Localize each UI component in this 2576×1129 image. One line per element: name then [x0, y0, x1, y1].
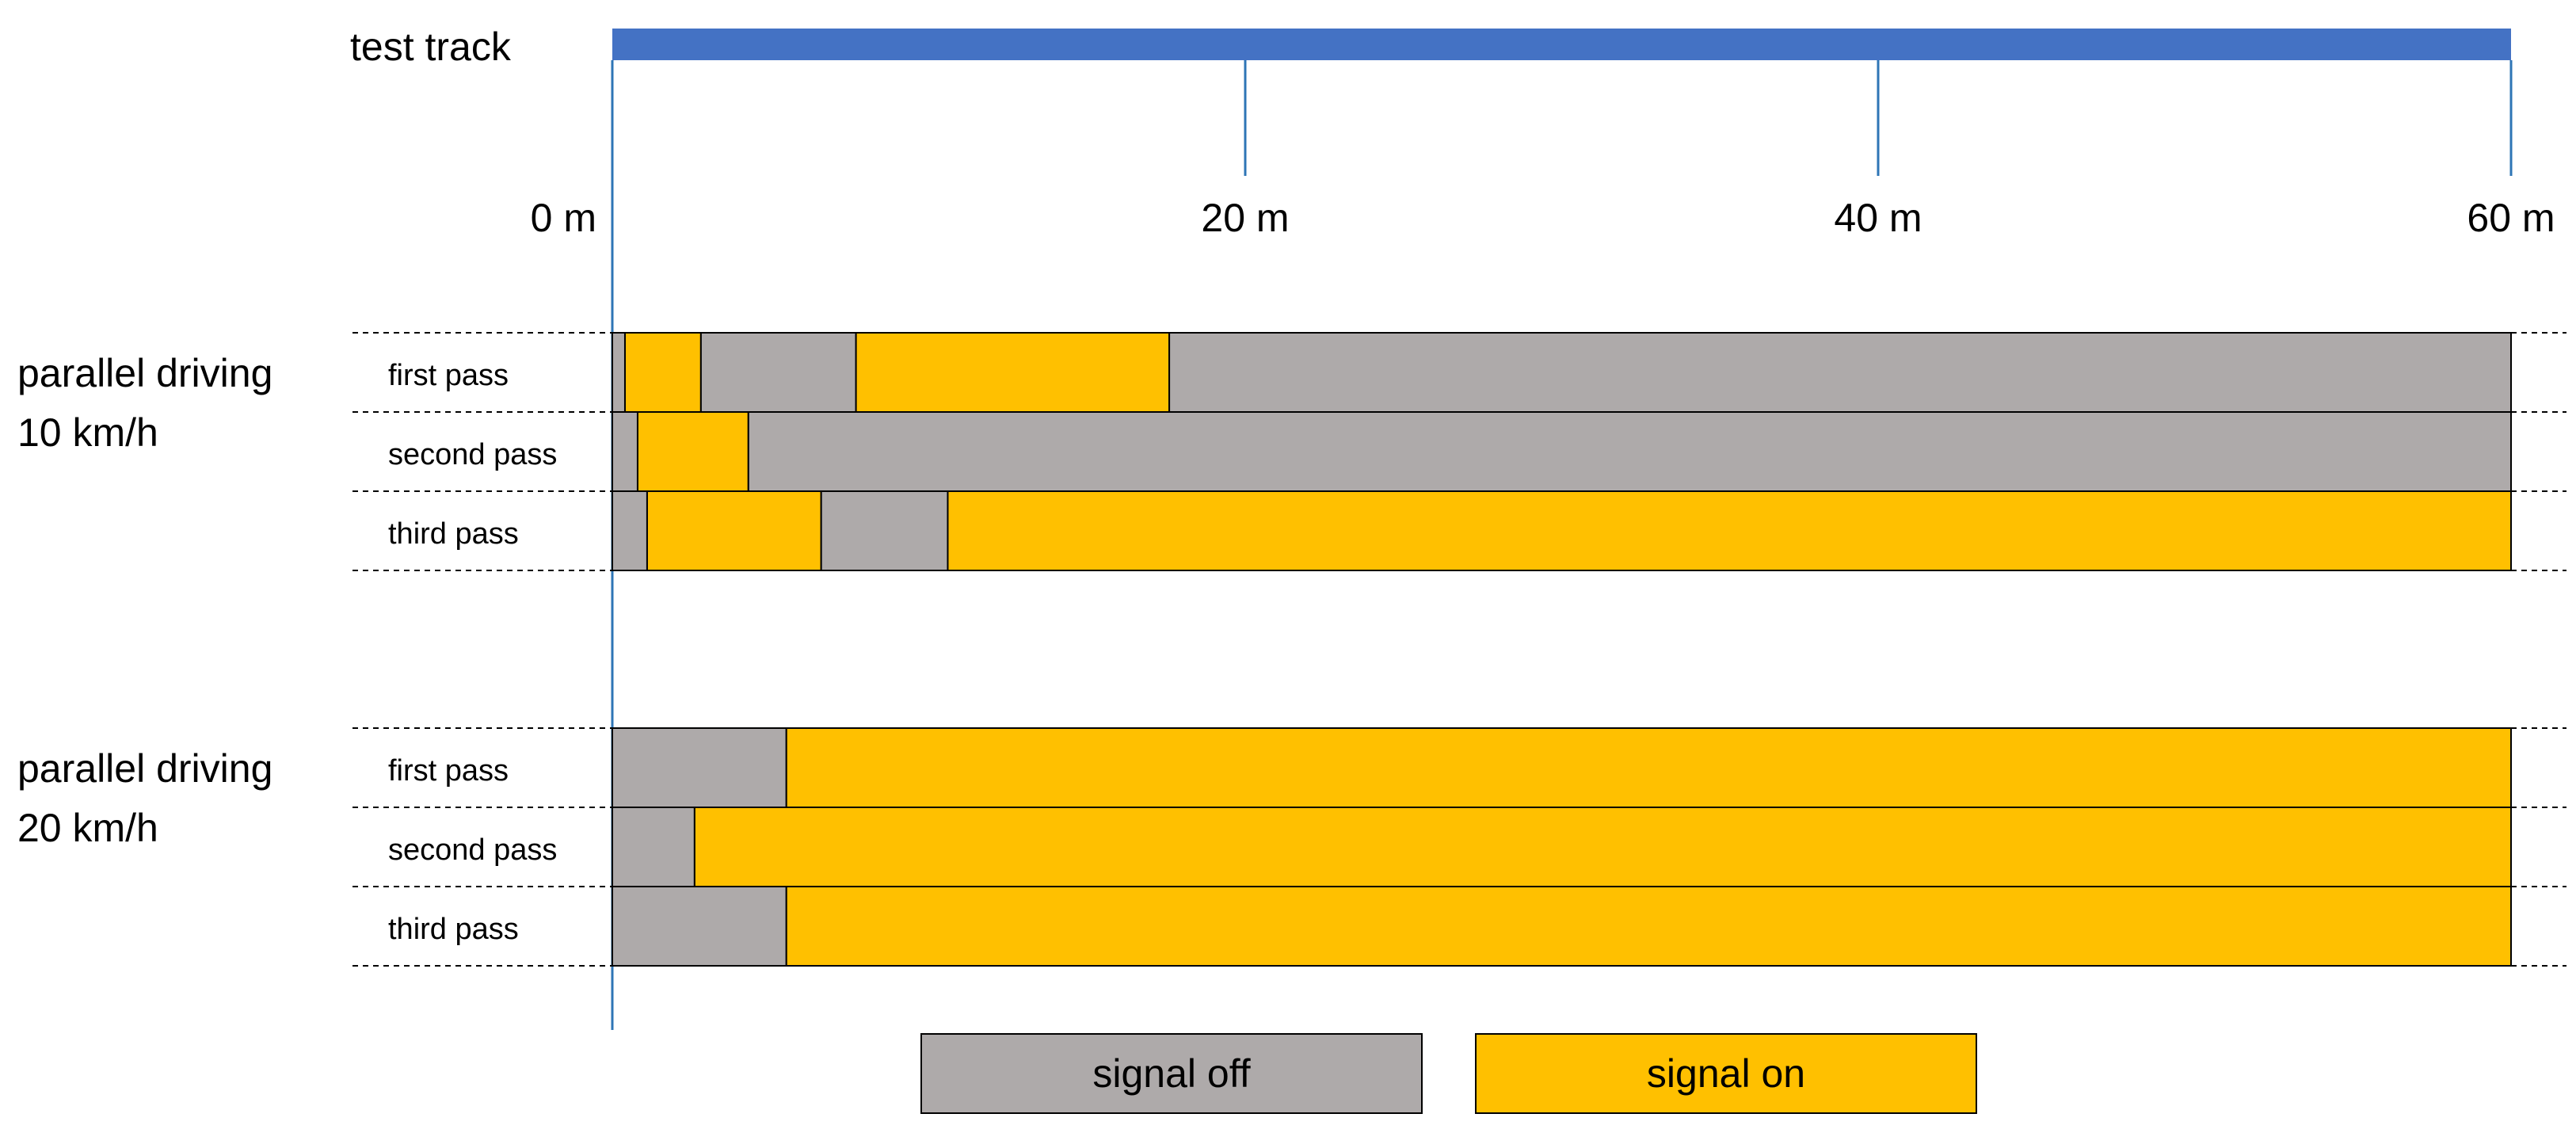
segment-off-0-1-2 [747, 411, 2513, 492]
segment-off-0-2-2 [820, 490, 949, 571]
segment-on-1-0-1 [785, 727, 2512, 808]
segment-off-1-1-0 [612, 807, 695, 887]
tick-label-0: 0 m [531, 196, 596, 240]
pass-row-1-1 [612, 807, 2512, 887]
segment-off-1-0-0 [612, 727, 787, 808]
pass-rows [352, 332, 2566, 967]
segment-off-0-1-0 [612, 411, 638, 492]
tick-label-3: 60 m [2467, 196, 2555, 240]
pass-label-1-0: first pass [388, 754, 509, 788]
segment-on-0-2-3 [947, 490, 2512, 571]
group-label-line2: 10 km/h [17, 410, 158, 455]
tick-label-1: 20 m [1201, 196, 1289, 240]
segment-on-0-0-1 [623, 332, 702, 413]
tick-label-2: 40 m [1834, 196, 1922, 240]
pass-label-1-2: third pass [388, 913, 519, 946]
track-label: test track [350, 25, 512, 69]
distance-axis: 0 m 20 m 40 m 60 m [531, 60, 2555, 1030]
pass-row-1-2 [612, 886, 2512, 967]
test-track: test track [350, 25, 2511, 69]
pass-row-1-0 [612, 727, 2512, 808]
group-1 [352, 727, 2566, 967]
pass-label-0-2: third pass [388, 517, 519, 551]
pass-row-0-2 [612, 490, 2512, 571]
group-label-line2: 20 km/h [17, 806, 158, 850]
segment-off-0-0-0 [612, 332, 626, 413]
segment-off-0-2-0 [612, 490, 648, 571]
row-labels: parallel driving 10 km/h first pass second … [17, 351, 557, 946]
segment-on-1-2-1 [785, 886, 2512, 967]
track-bar [612, 29, 2511, 60]
pass-row-0-1 [612, 411, 2513, 492]
legend-swatch-on [1475, 1033, 1977, 1114]
segment-off-0-0-4 [1168, 332, 2512, 413]
legend-swatch-off [920, 1033, 1423, 1114]
group-label-line1: parallel driving [17, 746, 272, 791]
legend: signal off signal on [920, 1033, 1977, 1114]
segment-off-0-0-2 [699, 332, 857, 413]
legend-label-on: signal on [1647, 1051, 1805, 1096]
segment-on-0-1-1 [636, 411, 749, 492]
pass-label-1-1: second pass [388, 833, 557, 867]
pass-label-0-1: second pass [388, 438, 557, 471]
segment-off-1-2-0 [612, 886, 787, 967]
segment-on-1-1-1 [693, 807, 2512, 887]
pass-label-0-0: first pass [388, 359, 509, 392]
group-label-line1: parallel driving [17, 351, 272, 395]
segment-on-0-0-3 [855, 332, 1171, 413]
pass-row-0-0 [612, 332, 2512, 413]
segment-on-0-2-1 [646, 490, 822, 571]
group-0 [352, 332, 2566, 571]
legend-label-off: signal off [1092, 1051, 1250, 1096]
